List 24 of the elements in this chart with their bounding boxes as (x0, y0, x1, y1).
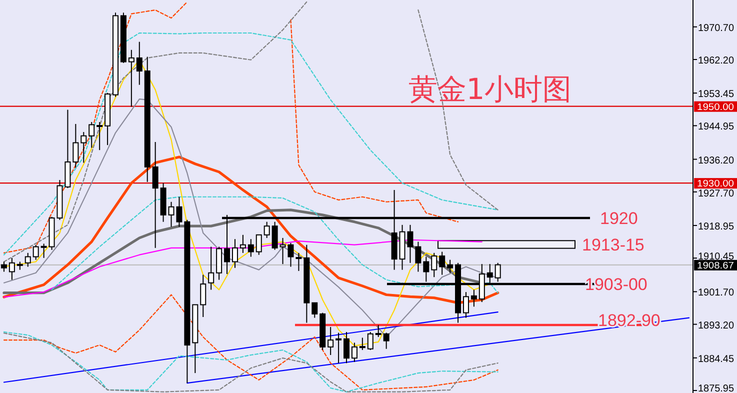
line-series (3, 294, 498, 390)
y-tick-label: 1901.70 (698, 288, 734, 299)
y-tick-label: 1962.20 (698, 55, 734, 66)
ref-line-label: 1908.67 (697, 260, 734, 272)
line-series (2, 156, 500, 304)
y-tick-label: 1893.20 (698, 320, 734, 332)
y-tick-label: 1944.95 (698, 122, 734, 133)
y-tick-label: 1970.70 (698, 22, 734, 34)
line-series (3, 1, 308, 262)
y-tick-label: 1918.95 (698, 221, 734, 232)
ref-line-label: 1950.00 (697, 102, 734, 113)
y-tick-label: 1936.20 (698, 155, 734, 166)
y-tick-label: 1884.45 (698, 354, 734, 365)
annotation: 1920 (600, 209, 638, 228)
band-label: 1913-15 (582, 235, 644, 254)
y-tick-label: 1927.70 (698, 188, 734, 200)
line-series (51, 196, 498, 294)
band: 1913-15 (438, 235, 644, 254)
y-tick-label: 1875.95 (698, 384, 734, 393)
annotation: 1903-00 (585, 275, 648, 294)
text: 黄金1小时图 (408, 72, 572, 106)
y-tick-label: 1910.45 (698, 251, 734, 262)
ref-line-label: 1930.00 (697, 178, 734, 190)
y-tick-label: 1953.45 (698, 89, 734, 100)
